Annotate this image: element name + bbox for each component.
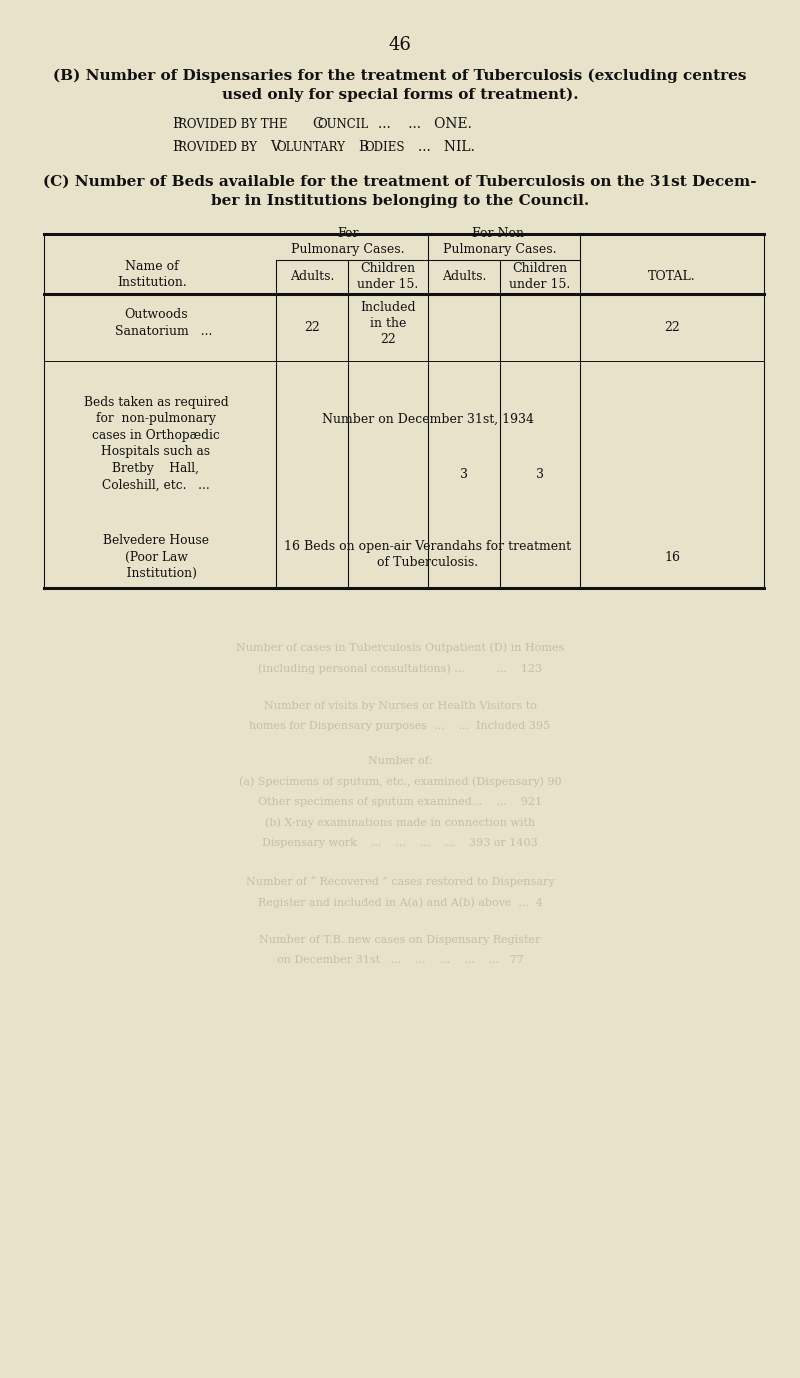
Text: 22: 22 [304,321,320,333]
Text: on December 31st   ...    ...    ...    ...    ...   77: on December 31st ... ... ... ... ... 77 [277,955,523,966]
Text: Number of cases in Tuberculosis Outpatient (D) in Homes: Number of cases in Tuberculosis Outpatie… [236,642,564,653]
Text: Number on December 31st, 1934: Number on December 31st, 1934 [322,412,534,426]
Text: For Non-
Pulmonary Cases.: For Non- Pulmonary Cases. [443,227,557,256]
Text: Children
under 15.: Children under 15. [510,262,570,292]
Text: 16 Beds on open-air Verandahs for treatment
of Tuberculosis.: 16 Beds on open-air Verandahs for treatm… [285,540,571,569]
Text: Name of
Institution.: Name of Institution. [117,259,187,289]
Text: (b) X-ray examinations made in connection with: (b) X-ray examinations made in connectio… [265,817,535,828]
Text: Dispensary work    ...    ...    ...    ...    393 or 1403: Dispensary work ... ... ... ... 393 or 1… [262,838,538,849]
Text: Adults.: Adults. [290,270,334,284]
Text: ...   NIL.: ... NIL. [418,141,474,154]
Text: ROVIDED BY: ROVIDED BY [178,141,257,154]
Text: 46: 46 [389,36,411,55]
Text: Number of T.B. new cases on Dispensary Register: Number of T.B. new cases on Dispensary R… [259,934,541,945]
Text: OLUNTARY: OLUNTARY [277,141,346,154]
Text: Register and included in A(a) and A(b) above  ...  4: Register and included in A(a) and A(b) a… [258,897,542,908]
Text: ODIES: ODIES [365,141,406,154]
Text: Outwoods
    Sanatorium   ...: Outwoods Sanatorium ... [99,309,213,338]
Text: Number of visits by Nurses or Health Visitors to: Number of visits by Nurses or Health Vis… [263,700,537,711]
Text: V: V [270,141,281,154]
Text: 22: 22 [664,321,680,333]
Text: (C) Number of Beds available for the treatment of Tuberculosis on the 31st Decem: (C) Number of Beds available for the tre… [43,175,757,189]
Text: C: C [312,117,322,131]
Text: ber in Institutions belonging to the Council.: ber in Institutions belonging to the Cou… [211,194,589,208]
Text: Included
in the
22: Included in the 22 [360,300,416,346]
Text: homes for Dispensary purposes  ...    ...  Included 395: homes for Dispensary purposes ... ... In… [250,721,550,732]
Text: Number of:: Number of: [368,755,432,766]
Text: Belvedere House
(Poor Law
   Institution): Belvedere House (Poor Law Institution) [103,535,209,580]
Text: used only for special forms of treatment).: used only for special forms of treatment… [222,88,578,102]
Text: 16: 16 [664,551,680,564]
Text: For
Pulmonary Cases.: For Pulmonary Cases. [291,227,405,256]
Text: ...    ...   ONE.: ... ... ONE. [378,117,472,131]
Text: Adults.: Adults. [442,270,486,284]
Text: TOTAL.: TOTAL. [648,270,696,284]
Text: 3: 3 [460,467,468,481]
Text: P: P [172,141,182,154]
Text: (B) Number of Dispensaries for the treatment of Tuberculosis (excluding centres: (B) Number of Dispensaries for the treat… [54,69,746,83]
Text: Beds taken as required
for  non-pulmonary
cases in Orthopædic
Hospitals such as
: Beds taken as required for non-pulmonary… [84,395,228,492]
Text: Other specimens of sputum examined...    ...    921: Other specimens of sputum examined... ..… [258,796,542,808]
Text: (a) Specimens of sputum, etc., examined (Dispensary) 90: (a) Specimens of sputum, etc., examined … [238,776,562,787]
Text: ROVIDED BY THE: ROVIDED BY THE [178,117,287,131]
Text: B: B [358,141,369,154]
Text: P: P [172,117,182,131]
Text: Number of “ Recovered ” cases restored to Dispensary: Number of “ Recovered ” cases restored t… [246,876,554,887]
Text: Children
under 15.: Children under 15. [358,262,418,292]
Text: OUNCIL: OUNCIL [318,117,369,131]
Text: (including personal consultations) ...         ...    123: (including personal consultations) ... .… [258,663,542,674]
Text: 3: 3 [536,467,544,481]
